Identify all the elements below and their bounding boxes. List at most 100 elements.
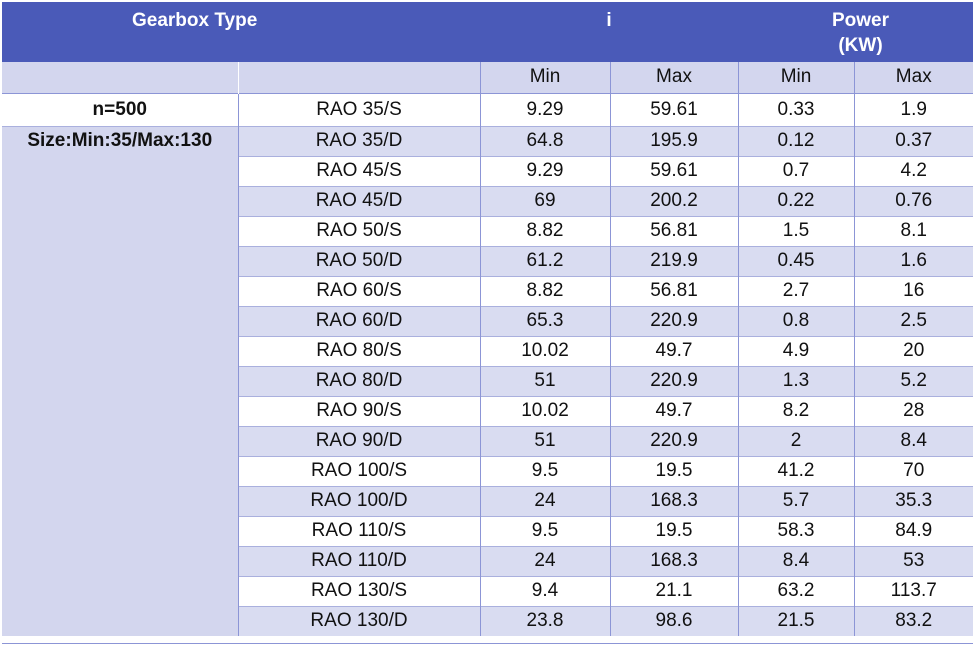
gearbox-type-cell: RAO 50/S	[238, 215, 481, 246]
i-min-cell: 23.8	[480, 605, 611, 636]
power-max-cell: 1.9	[854, 92, 973, 126]
power-max-cell: 1.6	[854, 245, 973, 276]
header-power: Power (KW)	[738, 2, 973, 62]
i-max-cell: 19.5	[610, 455, 739, 486]
table-row: RAO 80/D 51 220.9 1.3 5.2	[2, 365, 973, 396]
power-min-cell: 4.9	[738, 335, 855, 366]
i-min-cell: 24	[480, 545, 611, 576]
subheader-i-min: Min	[480, 62, 611, 93]
i-max-cell: 59.61	[610, 92, 739, 126]
table-row: n=500 RAO 35/S 9.29 59.61 0.33 1.9	[2, 92, 973, 126]
power-max-cell: 83.2	[854, 605, 973, 636]
power-min-cell: 0.33	[738, 92, 855, 126]
power-max-cell: 16	[854, 275, 973, 306]
i-min-cell: 51	[480, 365, 611, 396]
i-min-cell: 65.3	[480, 305, 611, 336]
i-min-cell: 61.2	[480, 245, 611, 276]
table-row: RAO 130/D 23.8 98.6 21.5 83.2	[2, 605, 973, 636]
subheader-row: Min Max Min Max	[2, 62, 973, 93]
gearbox-type-cell: RAO 100/D	[238, 485, 481, 516]
i-min-cell: 10.02	[480, 395, 611, 426]
table-row: RAO 45/D 69 200.2 0.22 0.76	[2, 185, 973, 216]
power-min-cell: 21.5	[738, 605, 855, 636]
power-min-cell: 58.3	[738, 515, 855, 546]
i-min-cell: 9.29	[480, 155, 611, 186]
i-min-cell: 64.8	[480, 125, 611, 156]
gearbox-type-cell: RAO 110/D	[238, 545, 481, 576]
gearbox-type-cell: RAO 60/S	[238, 275, 481, 306]
gearbox-table: Gearbox Type i Power (KW) Min Max Min Ma…	[2, 2, 973, 636]
gearbox-type-cell: RAO 90/S	[238, 395, 481, 426]
i-max-cell: 220.9	[610, 305, 739, 336]
i-max-cell: 19.5	[610, 515, 739, 546]
power-max-cell: 35.3	[854, 485, 973, 516]
power-min-cell: 0.12	[738, 125, 855, 156]
power-max-cell: 84.9	[854, 515, 973, 546]
table-row: RAO 100/D 24 168.3 5.7 35.3	[2, 485, 973, 516]
subheader-power-max: Max	[854, 62, 973, 93]
i-max-cell: 59.61	[610, 155, 739, 186]
gearbox-type-cell: RAO 110/S	[238, 515, 481, 546]
power-max-cell: 53	[854, 545, 973, 576]
power-max-cell: 70	[854, 455, 973, 486]
header-power-unit: (KW)	[838, 35, 883, 56]
i-min-cell: 9.5	[480, 515, 611, 546]
header-power-label: Power	[831, 10, 890, 31]
i-min-cell: 9.5	[480, 455, 611, 486]
power-min-cell: 1.5	[738, 215, 855, 246]
power-max-cell: 8.1	[854, 215, 973, 246]
i-max-cell: 168.3	[610, 545, 739, 576]
power-min-cell: 2.7	[738, 275, 855, 306]
i-min-cell: 8.82	[480, 275, 611, 306]
header-gearbox-type: Gearbox Type	[2, 2, 480, 62]
gearbox-type-cell: RAO 45/S	[238, 155, 481, 186]
i-max-cell: 56.81	[610, 275, 739, 306]
power-min-cell: 0.22	[738, 185, 855, 216]
i-max-cell: 98.6	[610, 605, 739, 636]
table-row: RAO 80/S 10.02 49.7 4.9 20	[2, 335, 973, 366]
gearbox-type-cell: RAO 100/S	[238, 455, 481, 486]
i-max-cell: 200.2	[610, 185, 739, 216]
i-min-cell: 8.82	[480, 215, 611, 246]
gearbox-type-cell: RAO 35/D	[238, 125, 481, 156]
i-min-cell: 69	[480, 185, 611, 216]
power-max-cell: 0.76	[854, 185, 973, 216]
power-max-cell: 5.2	[854, 365, 973, 396]
power-min-cell: 2	[738, 425, 855, 456]
power-max-cell: 20	[854, 335, 973, 366]
size-label: Size:Min:35/Max:130	[2, 125, 239, 636]
gearbox-type-cell: RAO 90/D	[238, 425, 481, 456]
i-max-cell: 21.1	[610, 575, 739, 606]
subheader-blank-left	[2, 62, 239, 93]
i-max-cell: 49.7	[610, 395, 739, 426]
i-max-cell: 168.3	[610, 485, 739, 516]
i-min-cell: 51	[480, 425, 611, 456]
table-row: RAO 60/S 8.82 56.81 2.7 16	[2, 275, 973, 306]
power-min-cell: 63.2	[738, 575, 855, 606]
i-min-cell: 9.29	[480, 92, 611, 126]
power-min-cell: 8.2	[738, 395, 855, 426]
power-max-cell: 113.7	[854, 575, 973, 606]
power-max-cell: 28	[854, 395, 973, 426]
table-row: RAO 60/D 65.3 220.9 0.8 2.5	[2, 305, 973, 336]
gearbox-type-cell: RAO 50/D	[238, 245, 481, 276]
table-row: RAO 90/D 51 220.9 2 8.4	[2, 425, 973, 456]
power-min-cell: 41.2	[738, 455, 855, 486]
table-row: RAO 50/S 8.82 56.81 1.5 8.1	[2, 215, 973, 246]
header-row: Gearbox Type i Power (KW)	[2, 2, 973, 62]
header-i: i	[480, 2, 738, 62]
gearbox-type-cell: RAO 80/D	[238, 365, 481, 396]
i-max-cell: 220.9	[610, 365, 739, 396]
gearbox-type-cell: RAO 130/S	[238, 575, 481, 606]
gearbox-type-cell: RAO 80/S	[238, 335, 481, 366]
power-min-cell: 0.8	[738, 305, 855, 336]
table-row: RAO 45/S 9.29 59.61 0.7 4.2	[2, 155, 973, 186]
table-row: RAO 130/S 9.4 21.1 63.2 113.7	[2, 575, 973, 606]
speed-label: n=500	[2, 92, 239, 126]
table-row: RAO 100/S 9.5 19.5 41.2 70	[2, 455, 973, 486]
subheader-blank-type	[238, 62, 481, 93]
power-max-cell: 4.2	[854, 155, 973, 186]
i-max-cell: 220.9	[610, 425, 739, 456]
gearbox-type-cell: RAO 60/D	[238, 305, 481, 336]
table-row: RAO 110/D 24 168.3 8.4 53	[2, 545, 973, 576]
